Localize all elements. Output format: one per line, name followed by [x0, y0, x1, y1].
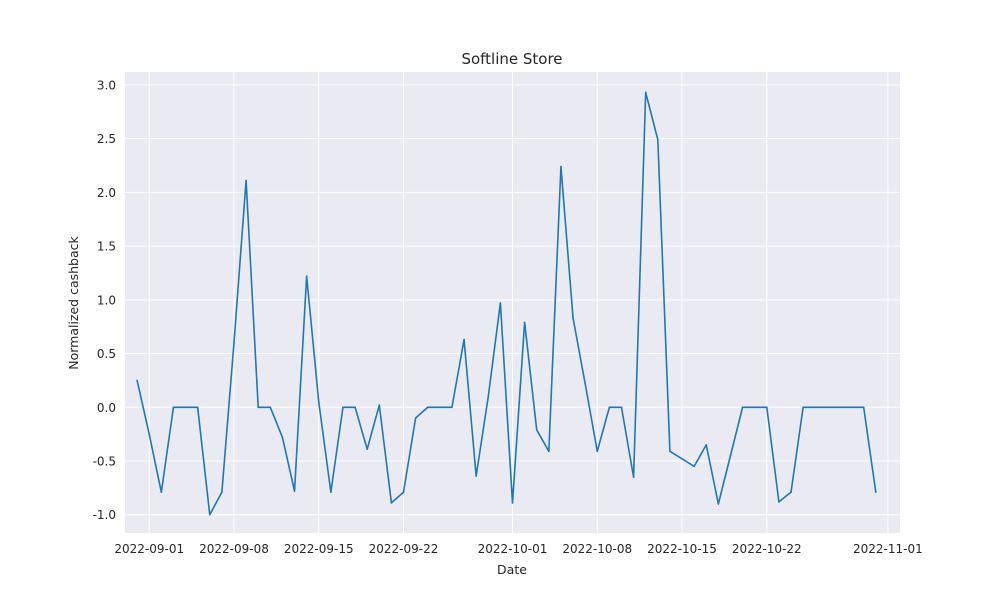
data-point [838, 406, 841, 409]
chart-title: Softline Store [461, 50, 562, 68]
data-point [281, 436, 284, 439]
data-point [148, 433, 151, 435]
x-tick-label: 2022-10-15 [647, 542, 717, 556]
data-point [342, 406, 344, 409]
data-point [414, 417, 417, 419]
data-point [826, 406, 829, 409]
data-point [729, 454, 732, 457]
data-point [753, 406, 756, 409]
data-point [390, 502, 393, 504]
data-point [632, 476, 635, 478]
data-point [705, 444, 708, 446]
data-point [523, 321, 526, 324]
x-axis-label: Date [497, 562, 527, 577]
data-point [439, 406, 441, 409]
x-tick-label: 2022-09-08 [199, 542, 269, 556]
data-point [451, 406, 453, 409]
data-point [511, 502, 514, 504]
data-point [475, 475, 477, 477]
data-point [499, 302, 502, 304]
x-tick-label: 2022-09-15 [284, 542, 354, 556]
data-point [535, 429, 538, 431]
data-point [560, 165, 562, 168]
data-point [850, 406, 853, 409]
data-point [717, 503, 720, 505]
data-point [790, 491, 792, 493]
data-point [802, 406, 804, 409]
series-line [136, 91, 877, 516]
data-point [172, 406, 175, 409]
data-point [221, 491, 223, 493]
data-point [257, 406, 260, 409]
data-point [245, 179, 247, 182]
y-tick-label: 1.0 [97, 293, 116, 307]
data-point [874, 491, 877, 493]
data-point [778, 501, 780, 503]
data-point [293, 490, 296, 492]
data-point [305, 275, 308, 277]
data-point [378, 404, 381, 406]
data-point [741, 406, 744, 409]
data-point [366, 448, 368, 450]
data-point [657, 138, 659, 141]
data-point [136, 379, 138, 382]
data-point [814, 406, 817, 409]
data-point [681, 458, 683, 460]
data-point [644, 91, 647, 94]
y-tick-label: 2.5 [97, 132, 116, 146]
x-axis-ticks: 2022-09-01 2022-09-08 2022-09-15 2022-09-22… [114, 542, 922, 556]
x-tick-label: 2022-10-08 [562, 542, 632, 556]
data-point [354, 406, 356, 409]
y-tick-label: -1.0 [93, 508, 116, 522]
data-point [463, 338, 465, 341]
data-point [184, 406, 187, 409]
y-tick-label: -0.5 [93, 455, 116, 469]
x-tick-label: 2022-10-01 [478, 542, 548, 556]
y-axis-label: Normalized cashback [66, 235, 81, 369]
data-point [233, 342, 235, 344]
series-layer [136, 91, 877, 516]
data-point [402, 491, 405, 493]
y-tick-label: 1.5 [97, 240, 116, 254]
y-tick-label: 0.0 [97, 401, 116, 415]
y-axis-ticks: -1.0 -0.5 0.0 0.5 1.0 1.5 2.0 2.5 3.0 [93, 78, 116, 522]
data-point [160, 491, 163, 493]
y-tick-label: 2.0 [97, 186, 116, 200]
data-point [620, 406, 623, 409]
data-point [269, 406, 272, 409]
y-tick-label: 3.0 [97, 78, 116, 92]
x-tick-label: 2022-09-22 [369, 542, 439, 556]
data-point [317, 401, 320, 403]
y-tick-label: 0.5 [97, 347, 116, 361]
data-point [608, 406, 611, 409]
data-point [548, 450, 550, 453]
data-point [766, 406, 768, 409]
data-point [426, 406, 429, 409]
data-point [862, 406, 865, 409]
data-point [669, 450, 671, 453]
data-point [487, 395, 490, 398]
data-point [584, 382, 586, 385]
data-point [196, 406, 199, 409]
data-point [208, 513, 211, 516]
data-point [330, 491, 332, 493]
data-point [596, 450, 599, 453]
grid-lines [125, 72, 900, 533]
x-tick-label: 2022-10-22 [732, 542, 802, 556]
data-point [572, 317, 574, 319]
x-tick-label: 2022-09-01 [114, 542, 184, 556]
x-tick-label: 2022-11-01 [853, 542, 923, 556]
data-point [693, 465, 695, 468]
